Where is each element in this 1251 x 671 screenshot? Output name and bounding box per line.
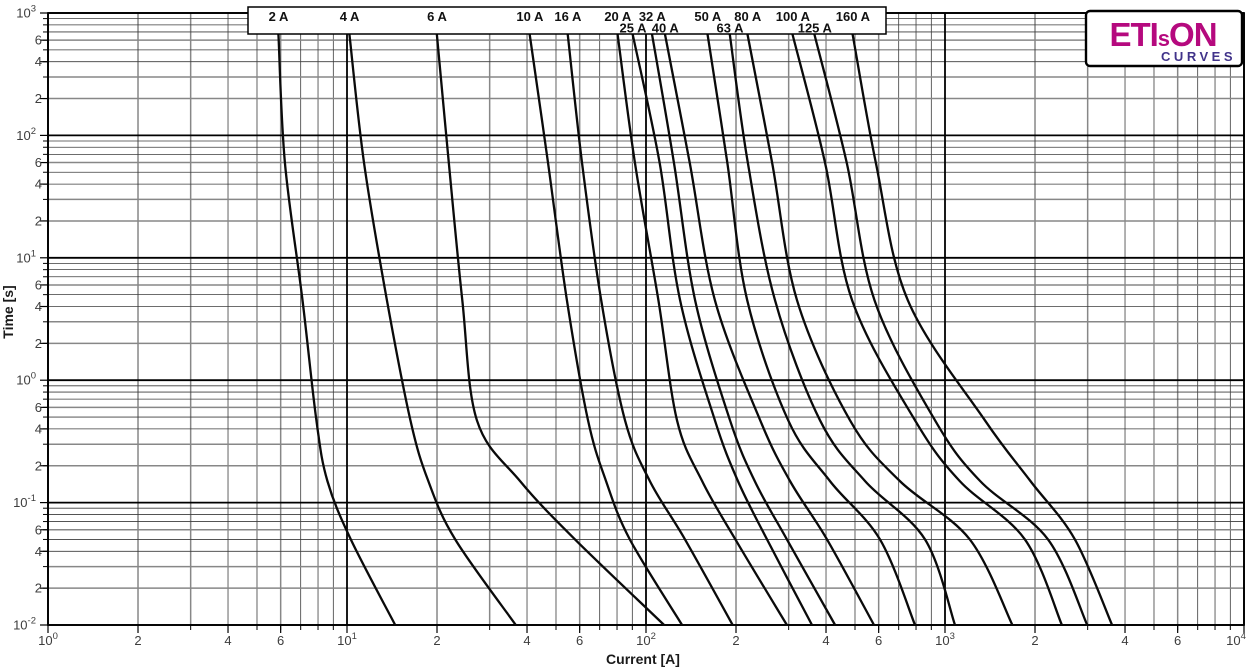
tick-label: 2 (732, 633, 739, 648)
curve-label-100-a: 100 A (776, 9, 811, 24)
curve-label-63-a: 63 A (717, 21, 745, 36)
curve-label-80-a: 80 A (734, 9, 762, 24)
curve-label-40-a: 40 A (652, 21, 680, 36)
curve-20-a (615, 24, 788, 626)
tick-label: 4 (35, 421, 42, 436)
tick-label: 2 (35, 458, 42, 473)
curve-10-a (527, 24, 684, 626)
curve-2-a (276, 24, 397, 626)
logo-subtitle-text: CURVES (1161, 49, 1236, 64)
tick-label: 2 (433, 633, 440, 648)
y-axis-title: Time [s] (0, 285, 16, 338)
curve-16-a (565, 24, 734, 626)
tick-label: 4 (224, 633, 231, 648)
logo: ETIsON CURVES (1084, 9, 1244, 68)
tick-label: 102 (16, 126, 36, 143)
curve-label-6-a: 6 A (427, 9, 447, 24)
tick-label: 101 (16, 248, 36, 265)
tick-label: 102 (636, 631, 656, 648)
curve-125-a (811, 24, 1089, 626)
curve-label-4-a: 4 A (340, 9, 360, 24)
curve-label-125-a: 125 A (798, 21, 833, 36)
curve-label-box-frame (247, 6, 887, 35)
curve-50-a (705, 24, 917, 626)
tick-label: 6 (1174, 633, 1181, 648)
curve-label-box: 2 A 4 A 6 A 10 A 16 A 20 A25 A32 A40 A 50 A63 … (247, 6, 887, 36)
tick-label: 6 (576, 633, 583, 648)
tick-label: 4 (35, 54, 42, 69)
logo-box (1084, 9, 1244, 68)
curve-40-a (662, 24, 876, 626)
tick-label: 4 (523, 633, 530, 648)
tick-label: 100 (16, 371, 36, 388)
curve-100-a (789, 24, 1063, 626)
tick-label: 6 (35, 522, 42, 537)
tick-label: 4 (35, 544, 42, 559)
curve-layer (276, 24, 1114, 626)
curve-label-32-a: 32 A (639, 9, 667, 24)
tick-label: 104 (1226, 631, 1246, 648)
curve-label-2-a: 2 A (269, 9, 289, 24)
curve-label-10-a: 10 A (516, 9, 544, 24)
curve-80-a (744, 24, 1014, 626)
tick-label: 100 (38, 631, 58, 648)
tick-label: 4 (1121, 633, 1128, 648)
tick-label: 2 (35, 336, 42, 351)
tick-label: 2 (35, 581, 42, 596)
curve-160-a (849, 24, 1114, 626)
curve-6-a (434, 24, 665, 626)
curve-4-a (347, 24, 517, 626)
x-axis-title: Current [A] (606, 651, 680, 667)
tick-label: 6 (35, 33, 42, 48)
tick-label: 6 (35, 155, 42, 170)
curve-label-16-a: 16 A (554, 9, 582, 24)
tick-label: 4 (35, 177, 42, 192)
tick-layer: 100 2 4 6 101 2 4 6 102 2 4 6 103 2 4 6 104 103 6 4 2 102 6 4 2 1… (13, 4, 1246, 649)
tick-label: 6 (277, 633, 284, 648)
curve-63-a (727, 24, 957, 626)
tick-label: 6 (875, 633, 882, 648)
tick-label: 2 (134, 633, 141, 648)
tick-label: 10-1 (13, 493, 36, 510)
curve-32-a (649, 24, 837, 626)
tick-label: 103 (935, 631, 955, 648)
tick-label: 103 (16, 4, 36, 21)
curve-25-a (629, 24, 814, 626)
tick-label: 4 (822, 633, 829, 648)
tick-label: 6 (35, 277, 42, 292)
tick-label: 2 (35, 91, 42, 106)
curve-label-50-a: 50 A (694, 9, 722, 24)
tick-label: 2 (35, 213, 42, 228)
logo-brand-text: ETIsON (1109, 16, 1216, 53)
tick-label: 101 (337, 631, 357, 648)
tick-label: 4 (35, 299, 42, 314)
curve-label-160-a: 160 A (836, 9, 871, 24)
tick-label: 2 (1031, 633, 1038, 648)
curve-label-25-a: 25 A (620, 21, 648, 36)
tick-label: 10-2 (13, 616, 36, 633)
curve-label-20-a: 20 A (604, 9, 632, 24)
tick-label: 6 (35, 400, 42, 415)
